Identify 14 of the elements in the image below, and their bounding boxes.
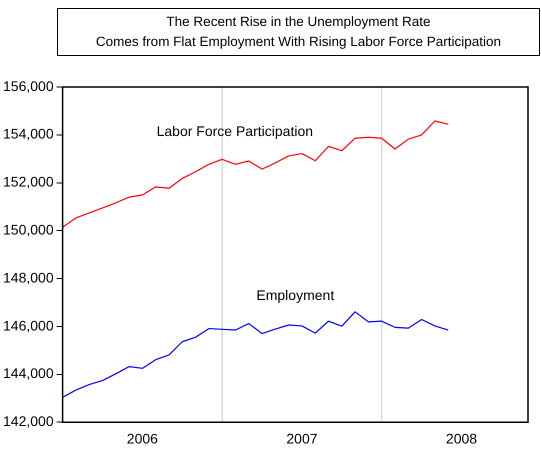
y-tick-label: 146,000 xyxy=(2,317,54,334)
x-tick-label: 2006 xyxy=(126,430,158,446)
y-tick-label: 144,000 xyxy=(2,365,54,382)
y-tick-label: 150,000 xyxy=(2,222,54,238)
x-tick-label: 2007 xyxy=(286,430,318,446)
y-tick-label: 156,000 xyxy=(2,78,54,94)
x-tick-label: 2008 xyxy=(446,430,478,446)
chart-title: The Recent Rise in the Unemployment Rate Comes from Flat Employment With Rising Labor Force Participation xyxy=(94,13,502,51)
series-label: Labor Force Participation xyxy=(156,123,314,140)
y-tick-label: 142,000 xyxy=(2,413,54,430)
y-tick-label: 148,000 xyxy=(2,269,54,286)
y-tick-label: 152,000 xyxy=(2,174,54,190)
y-tick-label: 154,000 xyxy=(2,126,54,142)
series-label: Employment xyxy=(256,286,334,303)
